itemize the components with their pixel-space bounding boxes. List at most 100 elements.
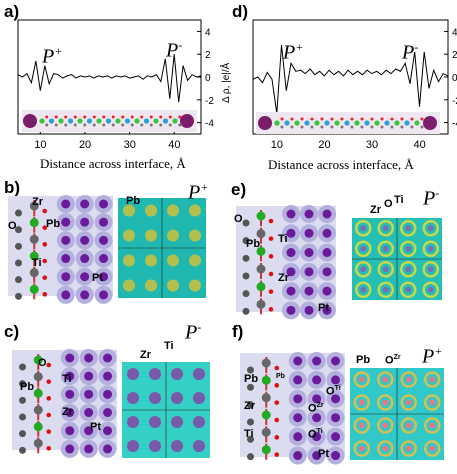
density-ring: [424, 394, 441, 411]
strip-oxygen: [178, 115, 182, 119]
density-spot: [382, 422, 389, 429]
density-spot: [405, 376, 412, 383]
strip-oxygen: [360, 117, 364, 121]
panel-f-atom-pb-small: Pb: [276, 373, 285, 380]
strip-oxygen: [54, 115, 58, 119]
chart-d-series-line: [252, 45, 449, 114]
panel-e-label: e): [231, 180, 247, 199]
pb-atom: [19, 363, 26, 371]
strip-atom: [115, 118, 121, 124]
density-ring: [400, 281, 417, 298]
density-spot: [149, 440, 161, 452]
density-ring: [355, 261, 372, 278]
pt-atom: [103, 389, 113, 399]
density-ring: [355, 281, 372, 298]
oxygen-atom: [268, 236, 274, 241]
pt-atom: [103, 371, 113, 381]
strip-atom: [153, 118, 159, 124]
b-site-atom: [33, 355, 43, 365]
strip-lead: [330, 125, 334, 129]
pb-atom: [247, 366, 254, 374]
density-spot: [358, 445, 365, 452]
strip-atom: [39, 118, 45, 124]
density-spot: [127, 368, 139, 380]
pb-atom: [242, 272, 250, 280]
density-spot: [149, 368, 161, 380]
strip-oxygen: [140, 115, 144, 119]
y-tick-label: 4: [452, 27, 457, 38]
density-spot: [149, 392, 161, 404]
b-site-atom: [33, 405, 43, 415]
pt-atom: [293, 413, 303, 423]
pb-atom: [247, 435, 254, 443]
density-spot: [123, 279, 135, 292]
density-spot: [360, 286, 367, 293]
pt-atom: [322, 228, 332, 238]
pt-atom: [65, 389, 75, 399]
strip-oxygen: [92, 115, 96, 119]
strip-oxygen: [280, 117, 284, 121]
pt-atom: [293, 375, 303, 385]
density-ring: [353, 394, 370, 411]
y-tick-label: 0: [452, 73, 457, 84]
panel-f-atom-zr: Zr: [244, 400, 255, 412]
pt-atom: [322, 209, 332, 219]
y-tick-label: -4: [452, 119, 457, 130]
density-spot: [193, 392, 205, 404]
pt-atom: [331, 375, 341, 385]
pt-atom: [312, 432, 322, 442]
density-ring: [353, 417, 370, 434]
b-site-atom: [261, 358, 271, 368]
strip-atom: [394, 120, 400, 126]
density-spot: [358, 399, 365, 406]
strip-oxygen: [310, 117, 314, 121]
density-ring: [424, 440, 441, 457]
density-ring: [400, 371, 417, 388]
panel-b-atom-zr: Zr: [32, 196, 43, 208]
b-site-atom: [29, 218, 39, 228]
strip-lead: [290, 125, 294, 129]
pt-atom: [312, 451, 322, 461]
panel-e-atom-o: O: [234, 213, 243, 225]
panel-b-label: b): [4, 178, 21, 197]
density-ring: [400, 394, 417, 411]
density-spot: [127, 416, 139, 428]
panel-c-atom-zr: Zr: [62, 406, 73, 418]
density-spot: [427, 286, 434, 293]
strip-oxygen: [420, 117, 424, 121]
b-site-atom: [261, 445, 271, 455]
panel-f-charge-map: [350, 368, 444, 460]
strip-oxygen: [380, 117, 384, 121]
strip-atom: [354, 120, 360, 126]
pt-atom: [293, 451, 303, 461]
pb-atom: [15, 209, 22, 217]
pt-atom: [80, 217, 90, 227]
density-ring: [377, 261, 394, 278]
oxygen-atom: [46, 429, 52, 434]
density-spot: [429, 422, 436, 429]
density-ring: [424, 417, 441, 434]
pt-atom: [80, 290, 90, 300]
x-tick-label: 30: [366, 139, 378, 151]
pt-atom: [331, 451, 341, 461]
y-tick-label: 2: [205, 50, 211, 61]
pt-atom: [61, 272, 71, 282]
density-ring: [377, 417, 394, 434]
density-spot: [360, 266, 367, 273]
pt-atom: [84, 444, 94, 454]
panel-a-tag-left: P+: [42, 44, 63, 68]
panel-e-atom-pt: Pt: [318, 302, 329, 314]
strip-atom: [284, 120, 290, 126]
strip-atom: [143, 118, 150, 124]
density-spot: [382, 266, 389, 273]
strip-atom: [304, 120, 310, 126]
y-tick-label: 2: [452, 50, 457, 61]
oxygen-atom: [42, 225, 48, 230]
pt-atom: [322, 267, 332, 277]
panel-c-atom-pt: Pt: [90, 421, 101, 433]
y-tick-label: 4: [205, 27, 211, 38]
strip-lead: [310, 125, 314, 129]
oxygen-atom: [268, 289, 274, 294]
oxygen-atom: [268, 218, 274, 224]
density-spot: [189, 254, 201, 267]
